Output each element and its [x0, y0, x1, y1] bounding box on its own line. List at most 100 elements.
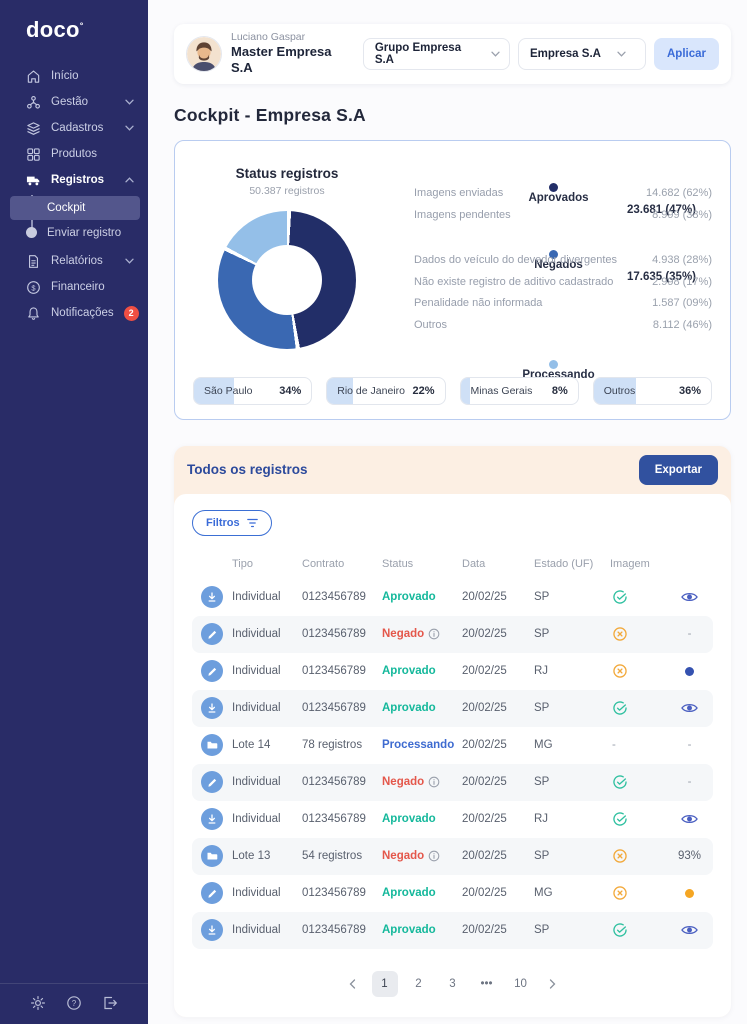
cell-estado: SP — [534, 850, 550, 863]
top-header: Luciano Gaspar Master Empresa S.A Grupo … — [174, 24, 731, 84]
group-select[interactable]: Grupo Empresa S.A — [362, 37, 510, 70]
sidebar-subitem-enviar-registro[interactable]: Enviar registro — [47, 227, 122, 239]
sidebar-item-gestao[interactable]: Gestão — [0, 89, 148, 115]
image-rejected-icon[interactable] — [612, 626, 628, 642]
page-10[interactable]: 10 — [514, 977, 527, 990]
page-2[interactable]: 2 — [415, 977, 422, 990]
sidebar-footer: ? — [0, 983, 148, 1024]
status-donut-chart — [218, 210, 356, 349]
view-icon[interactable] — [681, 591, 698, 603]
pagination: 1 2 3 ••• 10 — [192, 949, 713, 1017]
cell-tipo: Individual — [232, 776, 281, 789]
logout-icon[interactable] — [102, 995, 118, 1011]
image-approved-icon[interactable] — [612, 700, 628, 716]
page-title: Cockpit - Empresa S.A — [174, 104, 366, 125]
sidebar-item-relatorios[interactable]: Relatórios — [0, 248, 148, 274]
sidebar-item-inicio[interactable]: Início — [0, 63, 148, 89]
table-row[interactable]: Individual 0123456789 Aprovado 20/02/25 … — [192, 875, 713, 912]
page-1[interactable]: 1 — [371, 970, 398, 997]
image-rejected-icon[interactable] — [612, 848, 628, 864]
legend-subvalue: 2.998 (17%) — [652, 275, 712, 288]
edit-circle-icon[interactable] — [201, 771, 223, 794]
cell-contrato: 0123456789 — [302, 591, 366, 604]
chart-legend: Aprovados 23.681 (47%) Imagens enviadas … — [381, 156, 712, 393]
export-button[interactable]: Exportar — [638, 454, 718, 485]
image-approved-icon[interactable] — [612, 811, 628, 827]
legend-value: 23.681 (47%) — [626, 203, 696, 216]
chip-percent: 34% — [279, 384, 302, 397]
image-rejected-icon[interactable] — [612, 885, 628, 901]
cell-tipo: Individual — [232, 924, 281, 937]
help-icon[interactable]: ? — [66, 995, 82, 1011]
table-row[interactable]: Individual 0123456789 Aprovado 20/02/25 … — [192, 689, 713, 727]
edit-circle-icon[interactable] — [201, 623, 223, 646]
cell-action — [666, 666, 713, 676]
table-row[interactable]: Individual 0123456789 Aprovado 20/02/25 … — [192, 579, 713, 616]
info-icon[interactable] — [428, 628, 440, 640]
table-row[interactable]: Individual 0123456789 Negado 20/02/25 SP… — [192, 763, 713, 801]
download-circle-icon[interactable] — [201, 697, 223, 720]
view-icon[interactable] — [681, 702, 698, 714]
legend-item: Aprovados 23.681 (47%) — [395, 159, 712, 216]
cell-imagem — [610, 885, 666, 901]
sidebar-item-produtos[interactable]: Produtos — [0, 141, 148, 167]
image-approved-icon[interactable] — [612, 922, 628, 938]
image-rejected-icon[interactable] — [612, 663, 628, 679]
cell-action: - — [666, 776, 713, 788]
batch-circle-icon[interactable] — [201, 845, 223, 868]
state-chip-outros[interactable]: Outros 36% — [592, 376, 712, 405]
cell-imagem — [610, 626, 666, 642]
table-row[interactable]: Individual 0123456789 Negado 20/02/25 SP… — [192, 615, 713, 653]
image-approved-icon[interactable] — [612, 774, 628, 790]
main-content: Luciano Gaspar Master Empresa S.A Grupo … — [148, 0, 747, 1024]
table-row[interactable]: Individual 0123456789 Aprovado 20/02/25 … — [192, 911, 713, 949]
table-row[interactable]: Individual 0123456789 Aprovado 20/02/25 … — [192, 801, 713, 838]
table-row[interactable]: Lote 13 54 registros Negado 20/02/25 SP … — [192, 837, 713, 875]
legend-bullet — [549, 249, 558, 259]
legend-bullet — [549, 359, 558, 369]
edit-circle-icon[interactable] — [201, 882, 223, 905]
next-page-icon[interactable] — [542, 973, 564, 995]
cell-data: 20/02/25 — [462, 628, 507, 641]
image-approved-icon[interactable] — [612, 589, 628, 605]
download-circle-icon[interactable] — [201, 919, 223, 942]
apply-button[interactable]: Aplicar — [654, 37, 719, 70]
download-circle-icon[interactable] — [201, 808, 223, 831]
download-circle-icon[interactable] — [201, 586, 223, 609]
state-chip-rio-de-janeiro[interactable]: Rio de Janeiro 22% — [326, 376, 446, 405]
previous-page-icon[interactable] — [342, 973, 364, 995]
legend-item: Negados 17.635 (35%) — [395, 226, 712, 283]
action-empty: - — [687, 739, 692, 752]
cell-tipo: Individual — [232, 813, 281, 826]
filter-icon — [246, 518, 258, 528]
sidebar-item-financeiro[interactable]: $ Financeiro — [0, 274, 148, 300]
cell-imagem: - — [610, 739, 666, 751]
view-icon[interactable] — [681, 813, 698, 825]
table-row[interactable]: Individual 0123456789 Aprovado 20/02/25 … — [192, 653, 713, 690]
settings-icon[interactable] — [30, 995, 46, 1011]
avatar[interactable] — [186, 35, 222, 72]
sidebar-subitem-cockpit[interactable]: Cockpit — [10, 196, 140, 220]
column-header: Tipo — [232, 557, 253, 570]
legend-subitem: Imagens enviadas 14.682 (62%) — [414, 187, 712, 200]
sidebar-item-cadastros[interactable]: Cadastros — [0, 115, 148, 141]
edit-circle-icon[interactable] — [201, 660, 223, 683]
company-select[interactable]: Empresa S.A — [518, 37, 646, 70]
chevron-up-icon — [125, 177, 134, 183]
view-icon[interactable] — [681, 924, 698, 936]
action-empty: - — [687, 628, 692, 641]
filters-button[interactable]: Filtros — [192, 509, 272, 536]
cell-action: - — [666, 628, 713, 640]
cell-tipo: Lote 14 — [232, 739, 271, 752]
batch-circle-icon[interactable] — [201, 734, 223, 757]
cell-status: Negado — [382, 850, 462, 862]
state-chip-minas-gerais[interactable]: Minas Gerais 8% — [459, 376, 579, 405]
sidebar-item-registros[interactable]: Registros — [0, 167, 148, 193]
page-3[interactable]: 3 — [449, 977, 456, 990]
sidebar-item-notificacoes[interactable]: Notificações 2 — [0, 300, 148, 326]
state-chip-sao-paulo[interactable]: São Paulo 34% — [193, 376, 313, 405]
info-icon[interactable] — [428, 776, 440, 788]
cell-estado: SP — [534, 702, 550, 715]
info-icon[interactable] — [428, 850, 440, 862]
table-row[interactable]: Lote 14 78 registros Processando 20/02/2… — [192, 727, 713, 764]
